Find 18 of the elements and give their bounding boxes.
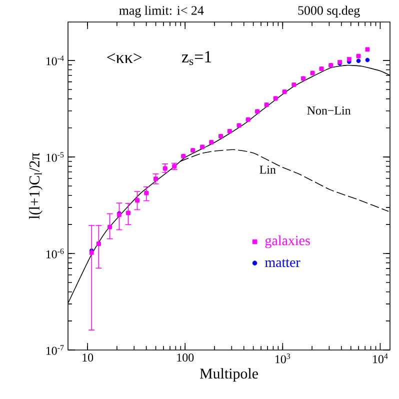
legend-label: galaxies xyxy=(265,235,310,248)
series-label: Lin xyxy=(260,166,276,174)
x-tick-label: 10 xyxy=(82,354,94,362)
y-tick-label: 10$^{-7}$ xyxy=(46,345,64,355)
y-axis-title: l(l+1)C$_{l}$/2π xyxy=(28,152,43,220)
x-tick-label: 100 xyxy=(177,354,194,362)
y-tick-label: 10$^{-5}$ xyxy=(46,152,64,162)
text: mag limit: i< 24 xyxy=(119,6,204,18)
annotation: z$_{s}$=1 xyxy=(182,51,212,66)
y-tick-label: 10$^{-6}$ xyxy=(46,248,64,258)
y-tick-label: 10$^{-4}$ xyxy=(46,56,64,66)
x-tick-label: 10$^{4}$ xyxy=(373,354,388,364)
x-tick-label: 10$^{3}$ xyxy=(275,354,290,364)
x-axis-title: Multipole xyxy=(200,368,258,382)
text: 5000 sq.deg xyxy=(298,6,360,18)
text: Non−Lin xyxy=(307,106,351,115)
annotation: <κκ> xyxy=(107,53,142,63)
legend-label: matter xyxy=(265,259,300,268)
